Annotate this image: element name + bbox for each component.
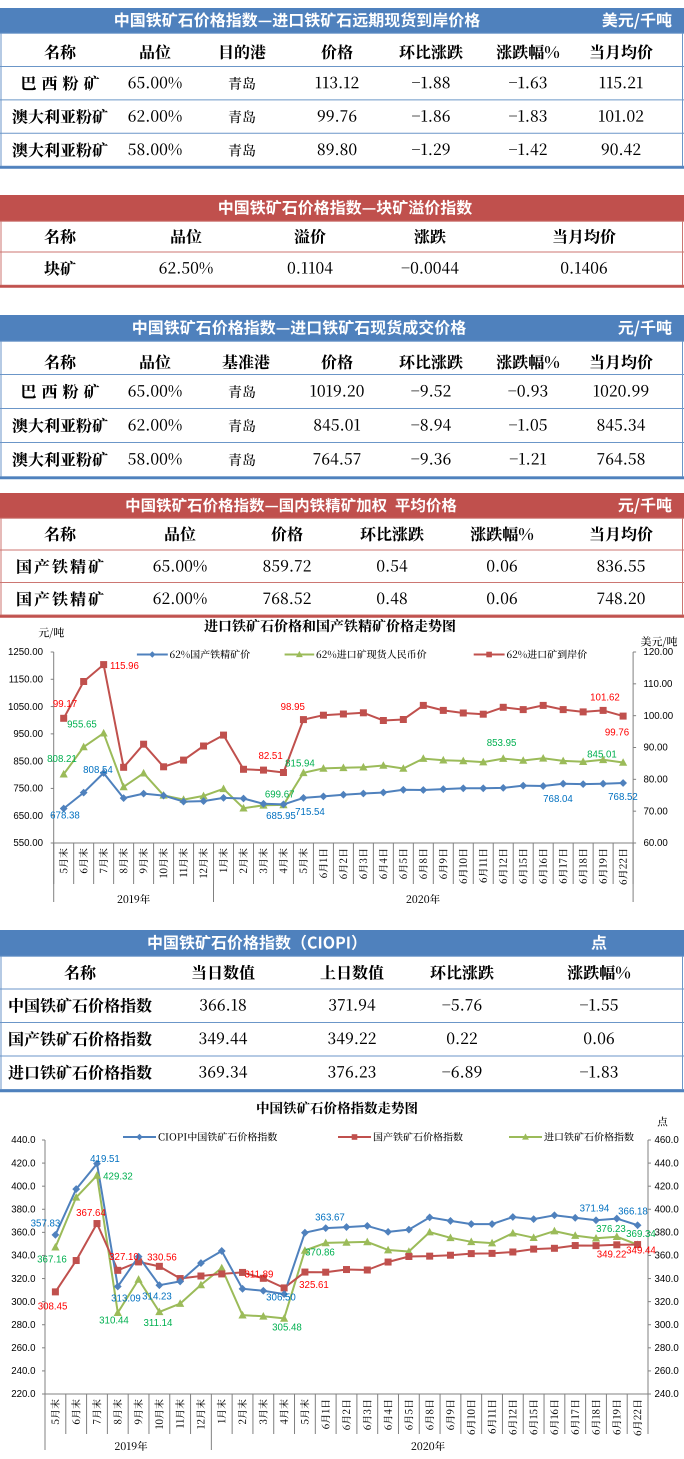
svg-text:367.16: 367.16 — [37, 1255, 67, 1266]
svg-text:768.04: 768.04 — [543, 794, 573, 805]
svg-text:305.48: 305.48 — [272, 1323, 302, 1334]
svg-text:750.00: 750.00 — [13, 784, 43, 795]
svg-text:110.00: 110.00 — [644, 679, 674, 690]
svg-text:370.86: 370.86 — [305, 1248, 335, 1259]
svg-text:349.22: 349.22 — [597, 1250, 627, 1261]
svg-text:70.00: 70.00 — [644, 806, 669, 817]
svg-text:369.34: 369.34 — [626, 1229, 656, 1240]
svg-text:60.00: 60.00 — [644, 838, 669, 849]
svg-text:99.76: 99.76 — [605, 728, 629, 739]
svg-text:550.00: 550.00 — [13, 838, 43, 849]
svg-text:115.96: 115.96 — [110, 661, 139, 672]
svg-text:330.56: 330.56 — [147, 1253, 177, 1264]
svg-text:678.38: 678.38 — [50, 811, 80, 822]
svg-text:950.00: 950.00 — [13, 729, 43, 740]
svg-text:240.0: 240.0 — [655, 1389, 680, 1400]
svg-text:311.14: 311.14 — [144, 1318, 174, 1329]
svg-text:420.0: 420.0 — [655, 1181, 680, 1192]
svg-text:340.0: 340.0 — [11, 1251, 36, 1262]
svg-text:349.44: 349.44 — [626, 1246, 656, 1257]
svg-text:715.54: 715.54 — [295, 807, 325, 818]
svg-text:90.00: 90.00 — [644, 743, 669, 754]
svg-text:808.54: 808.54 — [83, 765, 113, 776]
svg-text:327.10: 327.10 — [109, 1252, 139, 1263]
svg-text:80.00: 80.00 — [644, 775, 669, 786]
svg-text:363.67: 363.67 — [315, 1213, 345, 1224]
svg-text:815.94: 815.94 — [285, 759, 315, 770]
svg-text:240.0: 240.0 — [11, 1366, 36, 1377]
svg-text:280.0: 280.0 — [11, 1320, 36, 1331]
svg-text:1050.00: 1050.00 — [8, 702, 44, 713]
svg-text:650.00: 650.00 — [13, 811, 43, 822]
svg-text:955.65: 955.65 — [67, 720, 97, 731]
svg-text:429.32: 429.32 — [103, 1172, 133, 1183]
svg-text:360.0: 360.0 — [11, 1228, 36, 1239]
svg-text:310.44: 310.44 — [99, 1316, 129, 1327]
svg-text:400.0: 400.0 — [655, 1204, 680, 1215]
svg-text:440.0: 440.0 — [11, 1135, 36, 1146]
svg-text:380.0: 380.0 — [11, 1204, 36, 1215]
svg-text:100.00: 100.00 — [644, 711, 674, 722]
svg-text:306.50: 306.50 — [266, 1293, 296, 1304]
svg-text:311.89: 311.89 — [245, 1270, 274, 1281]
svg-text:260.0: 260.0 — [655, 1366, 680, 1377]
svg-text:367.64: 367.64 — [76, 1208, 106, 1219]
svg-text:340.0: 340.0 — [655, 1274, 680, 1285]
svg-text:320.0: 320.0 — [11, 1274, 36, 1285]
svg-text:853.95: 853.95 — [487, 738, 517, 749]
svg-text:82.51: 82.51 — [258, 751, 282, 762]
svg-text:98.95: 98.95 — [281, 702, 305, 713]
svg-text:314.23: 314.23 — [142, 1292, 172, 1303]
svg-text:325.61: 325.61 — [299, 1280, 329, 1291]
svg-text:419.51: 419.51 — [90, 1154, 120, 1165]
svg-text:120.00: 120.00 — [644, 647, 674, 658]
svg-text:313.09: 313.09 — [111, 1294, 141, 1305]
svg-text:371.94: 371.94 — [580, 1204, 610, 1215]
svg-text:366.18: 366.18 — [618, 1207, 648, 1218]
svg-text:808.21: 808.21 — [47, 754, 77, 765]
svg-text:460.0: 460.0 — [655, 1135, 680, 1146]
svg-text:300.0: 300.0 — [655, 1320, 680, 1331]
svg-text:101.62: 101.62 — [590, 693, 620, 704]
svg-text:320.0: 320.0 — [655, 1297, 680, 1308]
svg-text:768.52: 768.52 — [608, 792, 638, 803]
svg-text:1250.00: 1250.00 — [8, 647, 44, 658]
svg-text:357.83: 357.83 — [31, 1219, 61, 1230]
svg-text:440.0: 440.0 — [655, 1158, 680, 1169]
svg-text:845.01: 845.01 — [587, 750, 617, 761]
svg-text:376.23: 376.23 — [596, 1224, 626, 1235]
svg-text:260.0: 260.0 — [11, 1343, 36, 1354]
svg-text:99.17: 99.17 — [53, 699, 77, 710]
svg-text:699.67: 699.67 — [265, 790, 295, 801]
svg-text:220.0: 220.0 — [11, 1389, 36, 1400]
svg-text:420.0: 420.0 — [11, 1158, 36, 1169]
svg-text:380.0: 380.0 — [655, 1228, 680, 1239]
svg-text:850.00: 850.00 — [13, 756, 43, 767]
svg-text:360.0: 360.0 — [655, 1251, 680, 1262]
svg-text:685.95: 685.95 — [266, 811, 296, 822]
svg-text:1150.00: 1150.00 — [9, 674, 44, 685]
svg-text:400.0: 400.0 — [11, 1181, 36, 1192]
svg-text:308.45: 308.45 — [38, 1302, 68, 1313]
svg-text:280.0: 280.0 — [655, 1343, 680, 1354]
svg-text:300.0: 300.0 — [11, 1297, 36, 1308]
